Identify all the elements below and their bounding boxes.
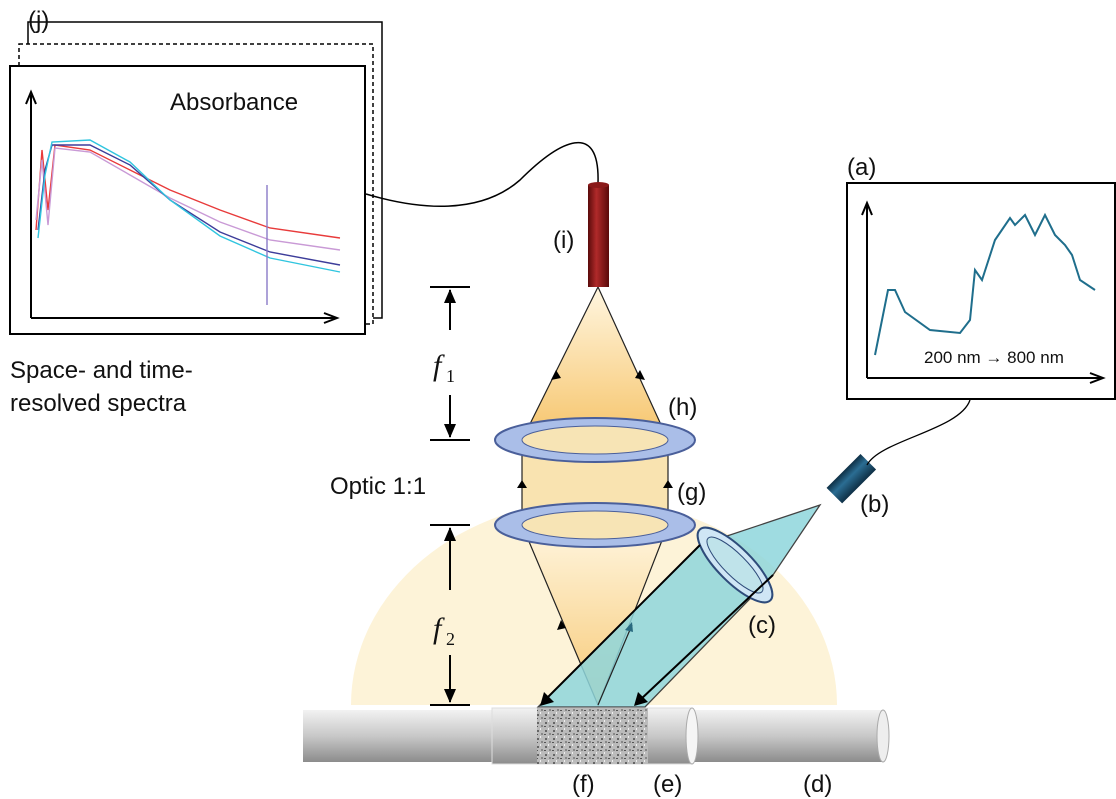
spectra-curves (35, 139, 341, 305)
caption-1: Space- and time- (10, 357, 193, 384)
tube-end (876, 709, 890, 763)
label-g: (g) (677, 479, 706, 506)
sleeve-end (685, 707, 699, 765)
fiber-i (588, 185, 609, 287)
f2-index: 2 (446, 629, 455, 649)
label-c: (c) (748, 612, 776, 639)
box-front (9, 65, 366, 335)
f1-index: 1 (446, 366, 455, 386)
source-spectrum-curve (874, 212, 1096, 356)
reflect-arrow (625, 622, 633, 632)
fiber-b (826, 453, 877, 504)
spectra-axes (25, 89, 340, 324)
label-j: (j) (28, 7, 49, 34)
fiber-i-top (588, 182, 609, 188)
sample-f (537, 708, 648, 764)
ray-arrows (517, 370, 673, 630)
lens-h (494, 417, 696, 463)
label-i: (i) (553, 227, 574, 254)
f1-symbol: f (433, 349, 445, 382)
label-a: (a) (847, 154, 876, 181)
dimension-lines (430, 286, 470, 706)
label-d: (d) (803, 771, 832, 798)
label-e: (e) (653, 771, 682, 798)
range-label: 200 nm → 800 nm (924, 348, 1064, 367)
cone-bottom (522, 525, 668, 705)
dimension-arrows (444, 289, 456, 703)
label-b: (b) (860, 491, 889, 518)
source-axes (861, 200, 1106, 384)
caption-2: resolved spectra (10, 390, 187, 417)
cable-b (866, 399, 971, 466)
beam-arrows (544, 544, 774, 701)
optic-label: Optic 1:1 (330, 473, 426, 500)
cable (365, 141, 599, 207)
lens-g (494, 502, 696, 548)
label-f: (f) (572, 771, 595, 798)
beam-arrowheads (540, 692, 648, 706)
reflect-ray (597, 624, 633, 706)
label-h: (h) (668, 394, 697, 421)
cone-top (522, 287, 668, 440)
spectra-title: Absorbance (170, 89, 298, 116)
